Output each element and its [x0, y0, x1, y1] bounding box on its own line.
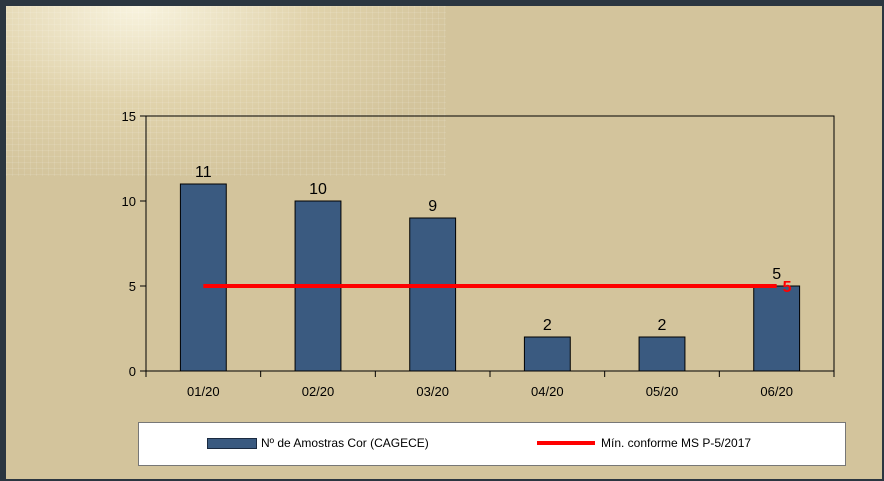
min-line-end-label: 5 [783, 279, 792, 296]
y-tick-label: 5 [129, 279, 136, 294]
bar-value-label: 9 [428, 198, 437, 215]
bar [523, 336, 571, 372]
y-tick-label: 10 [122, 194, 136, 209]
bar-value-label: 10 [309, 181, 327, 198]
y-tick-label: 15 [122, 109, 136, 124]
x-tick-label: 01/20 [187, 384, 220, 399]
y-tick-label: 0 [129, 364, 136, 379]
bar [409, 217, 457, 372]
x-tick-label: 02/20 [302, 384, 335, 399]
legend-swatch-line [537, 441, 595, 445]
background-sunburst [6, 6, 446, 176]
x-tick-label: 05/20 [646, 384, 679, 399]
legend: Nº de Amostras Cor (CAGECE) Mín. conform… [138, 422, 846, 466]
bar-value-label: 2 [543, 317, 552, 334]
bar-value-label: 2 [658, 317, 667, 334]
legend-swatch-bar [207, 437, 257, 449]
plot-area [145, 115, 835, 372]
x-tick-label: 04/20 [531, 384, 564, 399]
legend-label-min-line: Mín. conforme MS P-5/2017 [601, 436, 752, 450]
bar [753, 285, 801, 372]
y-axis: 0 5 10 15 [122, 109, 146, 379]
bar [179, 183, 227, 372]
legend-label-samples: Nº de Amostras Cor (CAGECE) [261, 436, 429, 450]
x-axis: 01/20 02/20 03/20 04/20 05/20 06/20 [145, 371, 835, 399]
chart-frame [6, 6, 882, 479]
legend-item-samples: Nº de Amostras Cor (CAGECE) [207, 436, 429, 450]
bar-value-label: 11 [195, 164, 212, 181]
min-line-series: 5 [203, 279, 792, 296]
bar [638, 336, 686, 372]
x-tick-label: 06/20 [760, 384, 793, 399]
bar-series [179, 183, 801, 372]
legend-item-min-line: Mín. conforme MS P-5/2017 [537, 436, 751, 450]
data-labels: 11 10 9 2 2 5 [195, 164, 781, 334]
x-tick-label: 03/20 [416, 384, 449, 399]
bar-value-label: 5 [772, 266, 781, 283]
